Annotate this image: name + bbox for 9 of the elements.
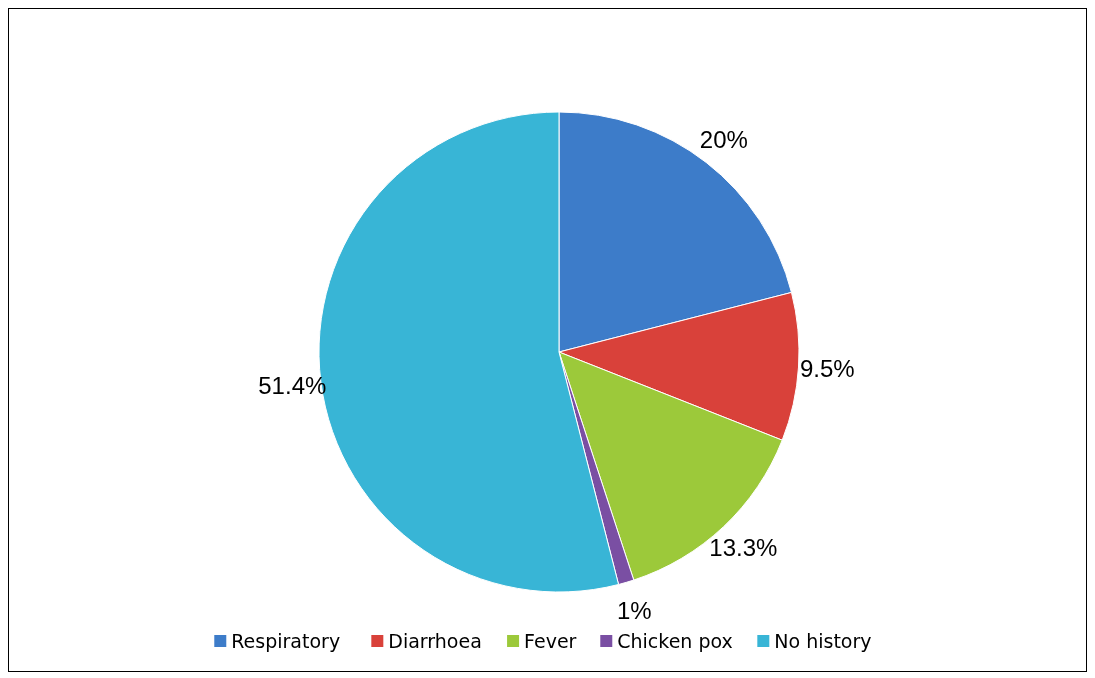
legend-label: Respiratory	[231, 630, 341, 652]
legend-label: Diarrhoea	[388, 630, 482, 652]
data-label: 9.5%	[799, 355, 855, 383]
legend-label: Chicken pox	[617, 630, 733, 652]
legend-label: No history	[774, 630, 872, 652]
data-label: 20%	[699, 126, 748, 154]
data-label: 1%	[616, 596, 652, 624]
data-label: 13.3%	[709, 534, 778, 562]
legend-label: Fever	[524, 630, 577, 652]
